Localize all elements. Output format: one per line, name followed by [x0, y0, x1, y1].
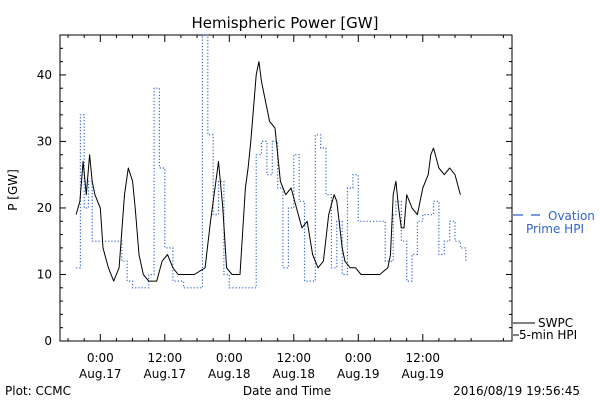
y-tick-label: 40 — [37, 68, 52, 82]
chart-title: Hemispheric Power [GW] — [192, 14, 379, 32]
y-tick-label: 10 — [37, 267, 52, 281]
footer-timestamp: 2016/08/19 19:56:45 — [453, 384, 580, 398]
y-tick-label: 30 — [37, 134, 52, 148]
footer-x-axis-label: Date and Time — [243, 384, 331, 398]
footer-plot-credit: Plot: CCMC — [5, 384, 71, 398]
x-tick-time-label: 0:00 — [87, 351, 114, 365]
plot-frame — [59, 34, 513, 342]
series-line-ovation-prime — [76, 34, 467, 289]
x-tick-time-label: 12:00 — [405, 351, 440, 365]
x-tick-time-label: 0:00 — [345, 351, 372, 365]
y-axis: 0 10 20 30 40 — [37, 34, 512, 348]
y-axis-label: P [GW] — [6, 169, 20, 211]
x-tick-date-label: Aug.19 — [402, 367, 445, 381]
legend-ovation-line1: Ovation — [548, 209, 595, 223]
x-tick-time-label: 12:00 — [148, 351, 183, 365]
x-tick-date-label: Aug.19 — [337, 367, 380, 381]
x-tick-date-label: Aug.17 — [79, 367, 122, 381]
x-axis: 0:00 Aug.17 12:00 Aug.17 0:00 Aug.18 12:00 Aug.… — [67, 35, 504, 381]
series-line-swpc — [75, 61, 461, 282]
legend-swpc-line1: SWPC — [538, 316, 573, 330]
legend-swpc-line2: 5-min HPI — [519, 328, 577, 342]
legend-ovation-line2: Prime HPI — [526, 222, 584, 236]
x-tick-time-label: 12:00 — [276, 351, 311, 365]
y-tick-label: 20 — [37, 201, 52, 215]
series-layer — [75, 34, 467, 289]
x-tick-date-label: Aug.17 — [144, 367, 187, 381]
y-tick-label: 0 — [44, 334, 52, 348]
x-tick-time-label: 0:00 — [216, 351, 243, 365]
x-tick-date-label: Aug.18 — [208, 367, 251, 381]
x-tick-date-label: Aug.18 — [273, 367, 316, 381]
